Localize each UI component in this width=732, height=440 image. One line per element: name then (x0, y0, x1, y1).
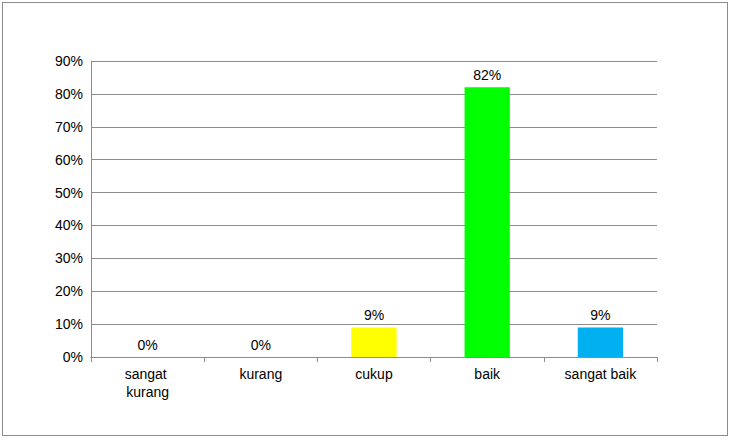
svg-text:0%: 0% (137, 337, 157, 353)
svg-text:82%: 82% (473, 67, 501, 83)
svg-text:sangat: sangat (125, 366, 171, 382)
svg-text:30%: 30% (55, 250, 83, 266)
svg-text:kurang: kurang (239, 366, 282, 382)
svg-text:0%: 0% (63, 349, 83, 365)
svg-text:20%: 20% (55, 283, 83, 299)
svg-text:90%: 90% (55, 53, 83, 69)
svg-text:80%: 80% (55, 86, 83, 102)
svg-text:kurang: kurang (126, 384, 169, 400)
svg-text:cukup: cukup (355, 366, 393, 382)
svg-text:10%: 10% (55, 316, 83, 332)
svg-text:9%: 9% (364, 307, 384, 323)
svg-text:9%: 9% (590, 307, 610, 323)
svg-text:70%: 70% (55, 119, 83, 135)
svg-text:60%: 60% (55, 152, 83, 168)
svg-text:0%: 0% (251, 337, 271, 353)
svg-text:50%: 50% (55, 185, 83, 201)
svg-text:baik: baik (474, 366, 501, 382)
svg-text:sangat baik: sangat baik (565, 366, 638, 382)
svg-text:40%: 40% (55, 217, 83, 233)
